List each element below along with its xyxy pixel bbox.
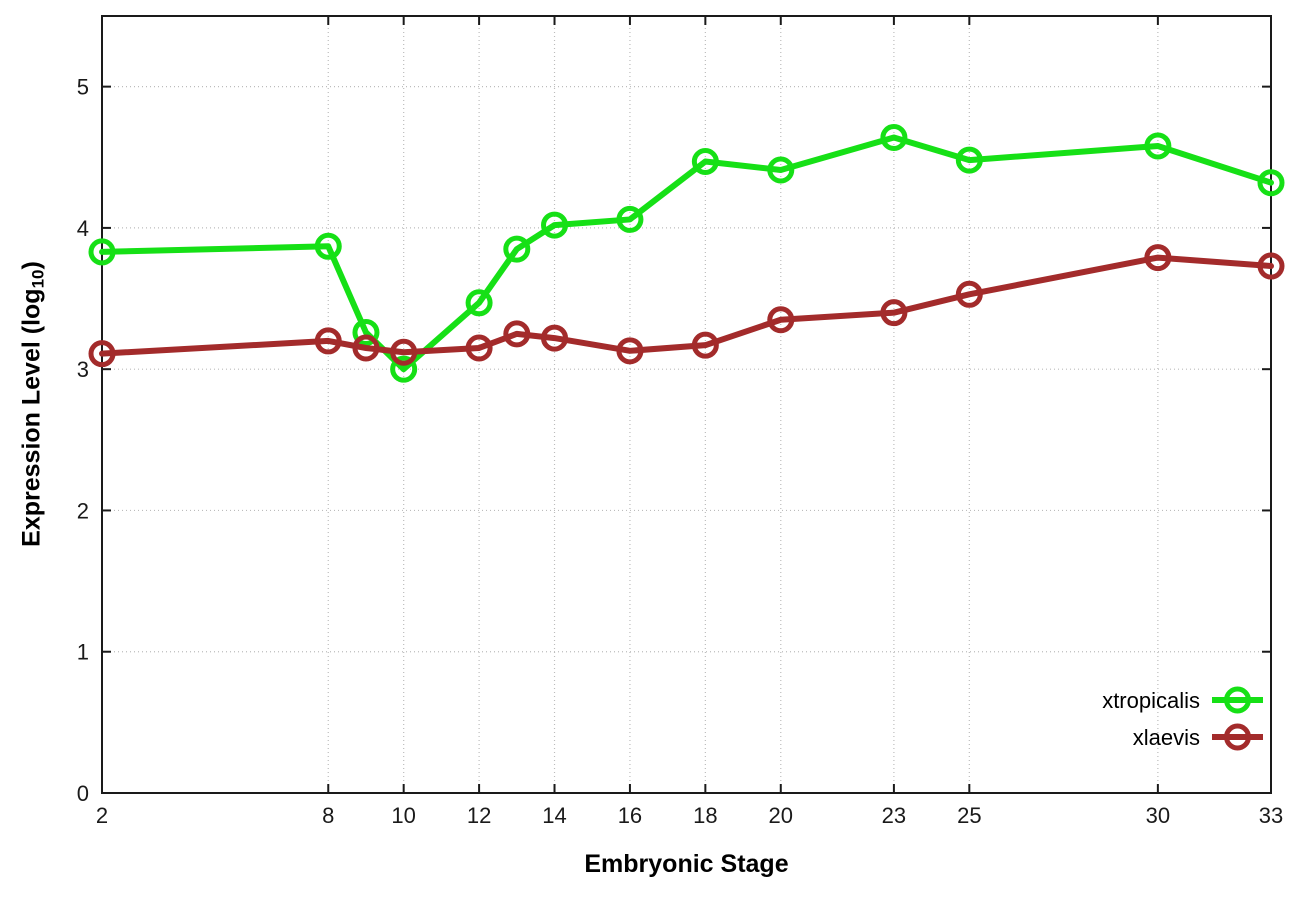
legend-marker-point [1224, 686, 1251, 714]
data-point-xtropicalis [1257, 169, 1285, 197]
x-tick-label: 18 [693, 803, 717, 828]
legend-label: xlaevis [1133, 725, 1200, 750]
axes [101, 15, 1272, 794]
y-tick-label: 4 [77, 216, 89, 241]
legend-label: xtropicalis [1102, 688, 1200, 713]
legend-item-xtropicalis: xtropicalis [1102, 686, 1263, 714]
data-point-xlaevis [503, 320, 531, 348]
data-point-xlaevis [88, 340, 116, 368]
data-point-xtropicalis [880, 123, 908, 151]
data-point-xtropicalis [314, 232, 342, 260]
data-point-xtropicalis [691, 148, 719, 176]
data-point-xlaevis [465, 334, 493, 362]
x-tick-label: 2 [96, 803, 108, 828]
data-point-xlaevis [616, 337, 644, 365]
data-point-xlaevis [767, 306, 795, 334]
x-tick-label: 16 [618, 803, 642, 828]
y-tick-label: 3 [77, 357, 89, 382]
series-xlaevis [88, 244, 1285, 368]
data-point-xtropicalis [88, 238, 116, 266]
series-line-xtropicalis [99, 134, 1274, 373]
data-point-xlaevis [691, 331, 719, 359]
gridlines [101, 16, 1272, 794]
y-tick-label: 0 [77, 781, 89, 806]
x-tick-label: 14 [542, 803, 566, 828]
data-point-xtropicalis [503, 235, 531, 263]
y-tick-label: 2 [77, 498, 89, 523]
x-tick-label: 30 [1146, 803, 1170, 828]
y-tick-label: 5 [77, 75, 89, 100]
data-point-xtropicalis [541, 211, 569, 239]
data-point-xlaevis [955, 280, 983, 308]
x-tick-label: 12 [467, 803, 491, 828]
data-point-xlaevis [1257, 252, 1285, 280]
data-point-xtropicalis [390, 355, 418, 383]
data-point-xlaevis [314, 327, 342, 355]
x-tick-label: 25 [957, 803, 981, 828]
x-axis-title: Embryonic Stage [584, 850, 789, 878]
data-point-xtropicalis [465, 289, 493, 317]
x-tick-label: 23 [882, 803, 906, 828]
data-point-xlaevis [880, 299, 908, 327]
data-point-xtropicalis [352, 318, 380, 346]
data-point-xtropicalis [955, 146, 983, 174]
data-point-xtropicalis [767, 156, 795, 184]
data-point-xtropicalis [1144, 132, 1172, 160]
legend: xtropicalis xlaevis [1102, 686, 1263, 751]
y-tick-label: 1 [77, 640, 89, 665]
series-line-xlaevis [99, 254, 1274, 357]
x-tick-label: 10 [391, 803, 415, 828]
data-point-xlaevis [541, 324, 569, 352]
y-axis-title-subscript: 10 [28, 269, 48, 289]
data-point-xtropicalis [616, 205, 644, 233]
x-tick-label: 33 [1259, 803, 1283, 828]
legend-marker-point [1224, 723, 1251, 751]
data-point-xlaevis [352, 334, 380, 362]
data-point-xlaevis [390, 338, 418, 366]
legend-item-xlaevis: xlaevis [1133, 723, 1263, 751]
plot-border [101, 15, 1272, 794]
data-point-xlaevis [1144, 244, 1172, 272]
x-tick-label: 8 [322, 803, 334, 828]
y-axis-title: Expression Level (log10) [17, 261, 48, 547]
x-tick-label: 20 [769, 803, 793, 828]
y-axis-title-text: Expression Level (log [17, 288, 46, 547]
y-axis-title-close: ) [17, 261, 46, 270]
